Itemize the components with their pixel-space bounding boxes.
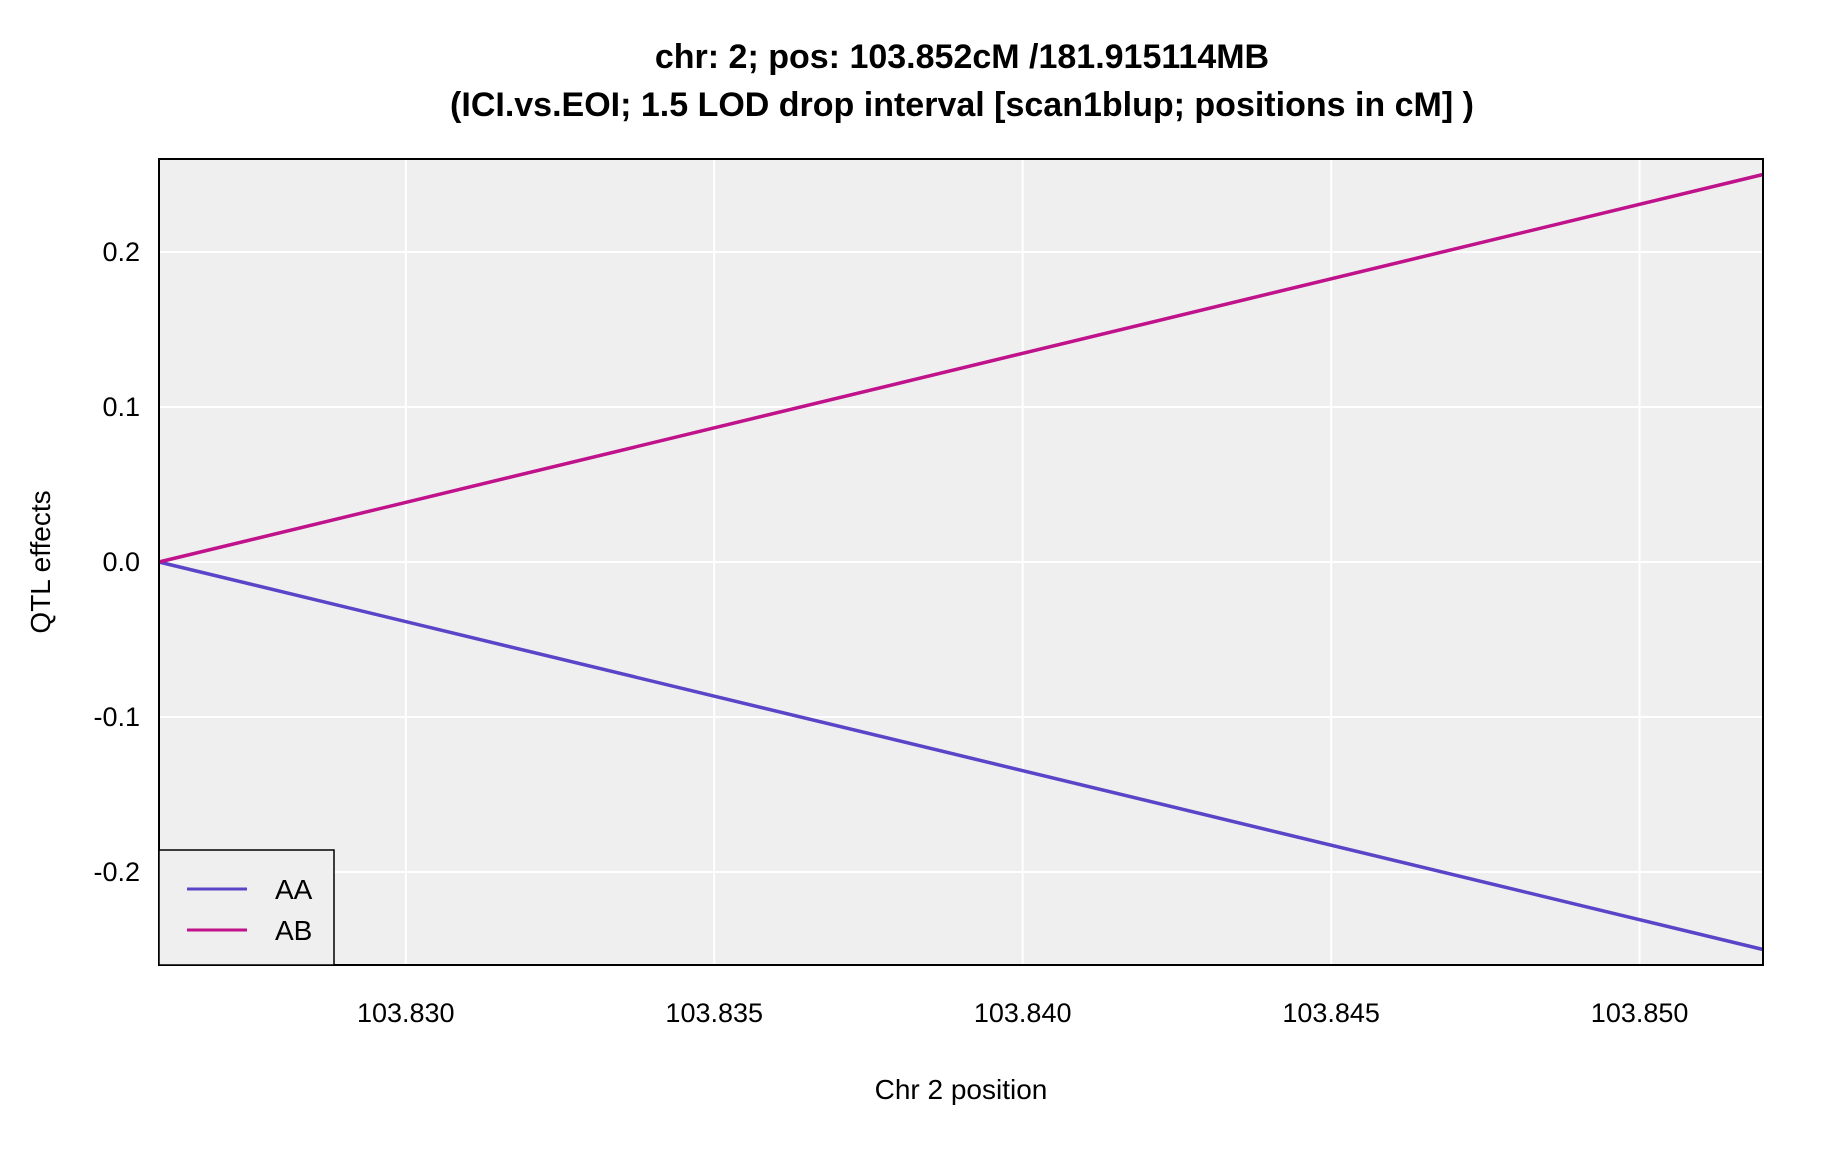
x-tick-label: 103.845 [1282, 998, 1380, 1028]
legend: AA AB [158, 849, 335, 966]
y-tick-label: 0.1 [102, 392, 140, 422]
y-tick-label: -0.1 [93, 702, 140, 732]
legend-box [158, 849, 335, 966]
y-tick-label: -0.2 [93, 857, 140, 887]
x-tick-label: 103.840 [974, 998, 1072, 1028]
grid-lines [159, 159, 1763, 965]
y-tick-label: 0.2 [102, 237, 140, 267]
plot-frame [158, 158, 1764, 966]
x-tick-label: 103.830 [357, 998, 455, 1028]
y-axis-ticks: -0.2 -0.1 0.0 0.1 0.2 [93, 237, 140, 887]
legend-label-aa: AA [275, 874, 313, 905]
x-tick-label: 103.850 [1591, 998, 1689, 1028]
x-axis-ticks: 103.830 103.835 103.840 103.845 103.850 [357, 998, 1688, 1028]
chart-subtitle: (ICI.vs.EOI; 1.5 LOD drop interval [scan… [450, 86, 1474, 124]
series-line-ab [158, 172, 1764, 564]
x-axis-label: Chr 2 position [875, 1074, 1048, 1105]
y-axis-label: QTL effects [25, 490, 56, 633]
legend-label-ab: AB [275, 915, 312, 946]
chart-title: chr: 2; pos: 103.852cM /181.915114MB [655, 38, 1269, 76]
series-line-aa [158, 560, 1764, 952]
series-layer [158, 172, 1764, 952]
y-tick-label: 0.0 [102, 547, 140, 577]
x-tick-label: 103.835 [665, 998, 763, 1028]
